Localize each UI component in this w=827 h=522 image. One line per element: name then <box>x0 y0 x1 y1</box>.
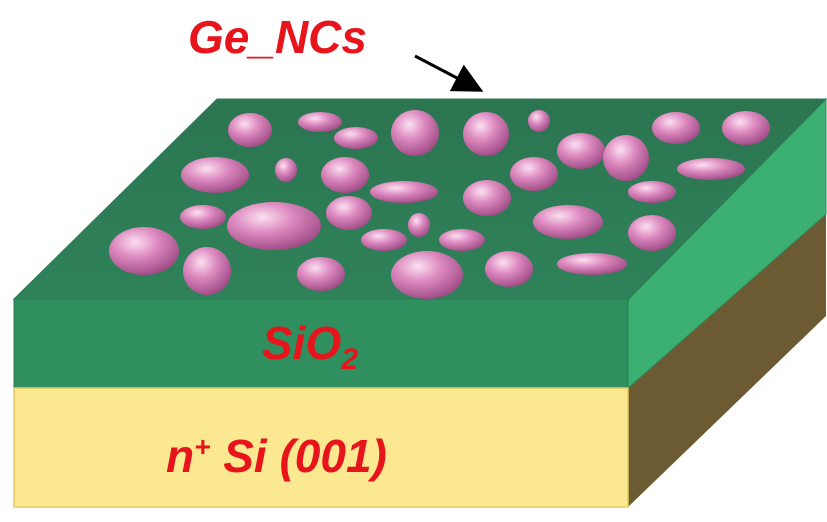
substrate-label-prefix: n <box>166 430 195 482</box>
nanocrystal <box>528 110 550 132</box>
nanocrystal <box>275 158 297 182</box>
nanocrystal <box>297 257 345 291</box>
nanocrystal <box>181 157 249 193</box>
nanocrystal <box>722 111 770 145</box>
nanocrystal <box>408 213 430 237</box>
nanocrystal <box>485 251 533 287</box>
nanocrystal <box>652 112 700 144</box>
nanocrystal <box>326 196 372 230</box>
substrate-front-face <box>13 387 629 508</box>
nanocrystal <box>557 133 605 169</box>
nanocrystal-array <box>109 110 770 299</box>
substrate-label-rest: Si (001) <box>210 430 387 482</box>
nanocrystal <box>603 135 649 181</box>
nanocrystal <box>628 181 676 203</box>
nanocrystal <box>334 127 378 149</box>
nanocrystal-label: Ge_NCs <box>188 11 367 63</box>
nanocrystal <box>180 205 226 229</box>
oxide-layer-label: SiO2 <box>262 316 358 387</box>
nanocrystal <box>677 158 745 180</box>
oxide-label-subscript: 2 <box>341 343 358 376</box>
substrate-label: n+ Si (001) <box>166 420 387 483</box>
nanocrystal <box>361 229 407 251</box>
nanocrystal <box>227 202 321 250</box>
nanocrystal <box>463 112 509 156</box>
nanocrystal <box>228 113 272 147</box>
nanocrystal <box>391 110 439 156</box>
pointer-arrow <box>414 54 484 92</box>
nanocrystal <box>370 181 438 203</box>
nanocrystal <box>321 157 369 193</box>
substrate-label-superscript: + <box>194 431 211 462</box>
nanocrystal <box>183 247 231 295</box>
nanocrystal <box>557 253 627 275</box>
nanocrystal <box>109 227 179 275</box>
nanocrystal <box>533 205 603 239</box>
nanocrystal <box>463 180 511 216</box>
nanocrystal <box>628 215 676 251</box>
nanocrystal <box>391 251 463 299</box>
nanocrystal <box>298 112 342 132</box>
nanocrystal <box>510 157 558 191</box>
oxide-label-main: SiO <box>262 317 342 369</box>
substrate-side-face <box>628 214 826 507</box>
oxide-front-face <box>13 298 629 389</box>
nanocrystal <box>439 229 485 251</box>
